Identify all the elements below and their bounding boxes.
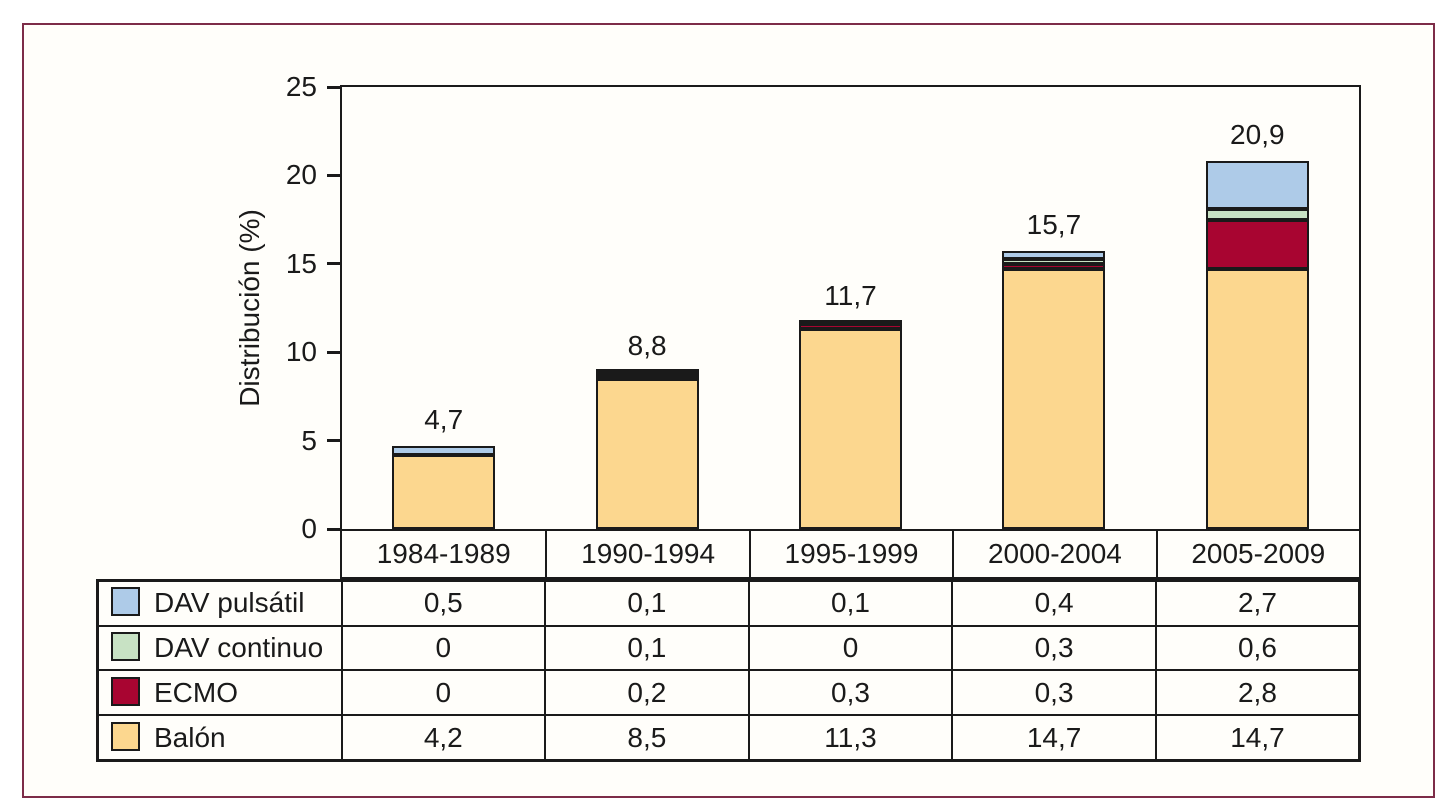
bar-segment: [1002, 258, 1106, 264]
bar-segment: [595, 369, 699, 374]
value-cell: 14,7: [951, 714, 1157, 762]
x-category-label: 1984-1989: [376, 538, 511, 569]
value-cell: 0,5: [340, 579, 547, 627]
value-cell: 2,8: [1154, 669, 1361, 717]
table-row: DAV continuo 0 0,1 0 0,3 0,6: [96, 624, 1361, 672]
table-row: DAV pulsátil 0,5 0,1 0,1 0,4 2,7: [96, 579, 1361, 627]
y-tick-label: 10: [285, 336, 317, 368]
plot-area: 4,7 8,8 11,7 15,7 20,9: [340, 85, 1361, 531]
value-cell: 4,2: [340, 714, 547, 762]
bar-total-label: 15,7: [1026, 209, 1082, 241]
legend-cell: Balón: [96, 714, 343, 762]
legend-swatch-icon: [111, 587, 140, 617]
legend-cell: DAV continuo: [96, 624, 343, 672]
y-tick: [327, 350, 340, 354]
y-axis-title: Distribución (%): [234, 209, 265, 407]
x-category-label: 2000-2004: [952, 531, 1155, 577]
value-cell: 0,3: [747, 669, 954, 717]
value-cell: 0,3: [951, 624, 1157, 672]
value-cell: 0: [340, 624, 547, 672]
y-tick-label: 25: [285, 71, 317, 102]
y-tick: [327, 439, 340, 443]
x-category-row: 1984-1989 1990-1994 1995-1999 2000-2004 2005…: [340, 531, 1361, 579]
bar-segment: [392, 445, 496, 455]
legend-series-name: DAV pulsátil: [154, 587, 305, 619]
stacked-bar: [1002, 251, 1106, 529]
legend-series-name: ECMO: [154, 676, 238, 708]
legend-swatch-icon: [111, 632, 140, 662]
legend-cell: DAV pulsátil: [96, 579, 343, 627]
y-tick-label: 20: [285, 159, 317, 191]
bar-segment: [1002, 251, 1106, 259]
bar-segment: [1205, 269, 1309, 529]
x-category-label: 1995-1999: [748, 531, 952, 577]
legend-series-name: Balón: [154, 721, 226, 753]
table-body: DAV pulsátil 0,5 0,1 0,1 0,4 2,7 DAV continuo 0…: [96, 579, 1361, 762]
value-cell: 0: [747, 624, 954, 672]
value-cell: 0,3: [951, 669, 1157, 717]
y-tick: [327, 527, 340, 531]
value-cell: 0,1: [544, 624, 750, 672]
x-category-label: 1990-1994: [545, 531, 748, 577]
value-cell: 0: [340, 669, 547, 717]
stacked-bar: [392, 445, 496, 529]
x-category-label: 2005-2009: [1155, 531, 1359, 577]
legend-series-name: DAV continuo: [154, 632, 324, 664]
y-tick-label: 5: [301, 424, 317, 456]
table-row: ECMO 0 0,2 0,3 0,3 2,8: [96, 669, 1361, 717]
stacked-bar: [1205, 161, 1309, 529]
value-cell: 0,6: [1154, 624, 1361, 672]
bar-segment: [1205, 219, 1309, 270]
value-cell: 0,1: [747, 579, 954, 627]
value-cell: 0,2: [544, 669, 750, 717]
value-cell: 14,7: [1154, 714, 1361, 762]
bar-total-label: 11,7: [824, 280, 877, 312]
y-tick-label: 0: [301, 513, 317, 544]
bar-segment: [595, 378, 699, 529]
bar-total-label: 20,9: [1230, 119, 1285, 151]
value-cell: 11,3: [747, 714, 954, 762]
y-tick: [327, 173, 340, 177]
bar-segment: [1205, 161, 1309, 209]
stacked-bar: [595, 369, 699, 529]
bar-segment: [1205, 209, 1309, 220]
bar-segment: [595, 374, 699, 379]
legend-swatch-icon: [111, 721, 140, 751]
data-table: DAV pulsátil 0,5 0,1 0,1 0,4 2,7 DAV continuo 0…: [96, 579, 1361, 762]
value-cell: 0,4: [951, 579, 1157, 627]
bar-segment: [1002, 263, 1106, 270]
value-cell: 2,7: [1154, 579, 1361, 627]
bar-segment: [1002, 269, 1106, 529]
y-tick-label: 15: [285, 247, 317, 279]
legend-cell: ECMO: [96, 669, 343, 717]
legend-swatch-icon: [111, 676, 140, 706]
bar-segment: [392, 454, 496, 529]
y-tick: [327, 85, 340, 89]
y-tick: [327, 262, 340, 266]
table-row: Balón 4,2 8,5 11,3 14,7 14,7: [96, 714, 1361, 762]
bar-total-label: 8,8: [627, 329, 667, 361]
bar-segment: [799, 329, 902, 529]
value-cell: 0,1: [544, 579, 750, 627]
bar-segment: [799, 323, 902, 330]
bar-segment: [799, 319, 902, 324]
bar-total-label: 4,7: [424, 403, 464, 435]
stacked-bar: [799, 319, 902, 529]
value-cell: 8,5: [544, 714, 750, 762]
